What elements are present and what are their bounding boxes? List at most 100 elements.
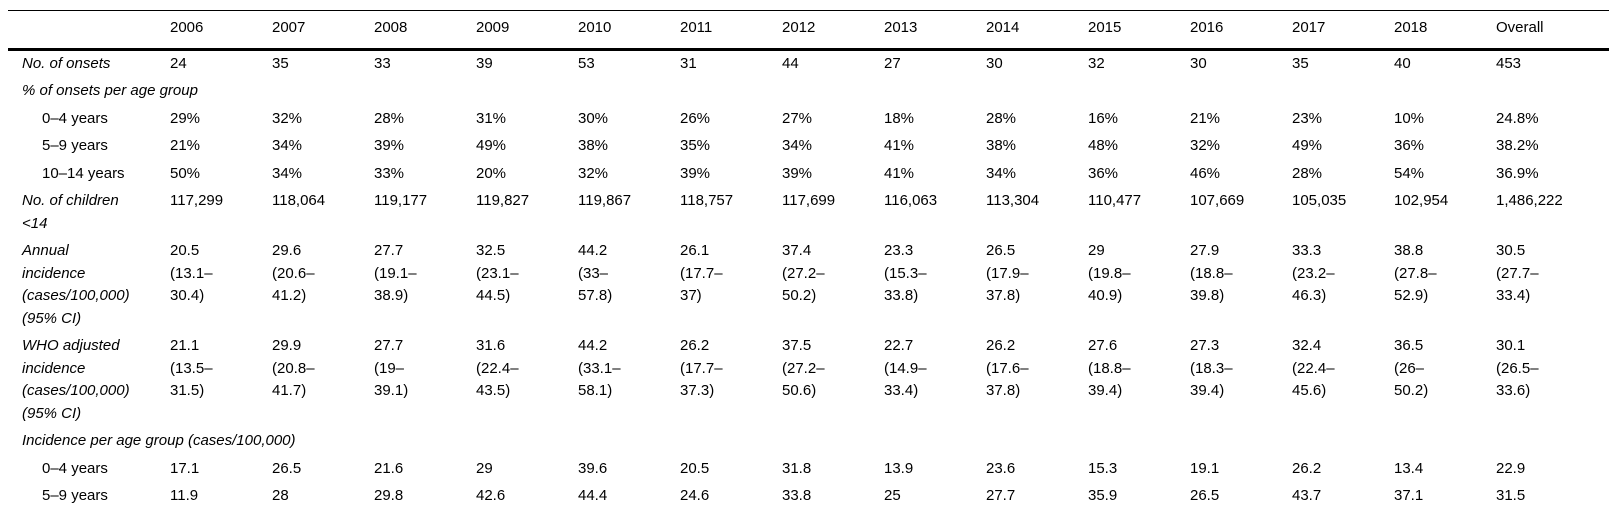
cell: 25	[884, 487, 901, 504]
cell: 27.7	[986, 487, 1016, 504]
cell: 119,177	[374, 192, 428, 209]
column-header: 2013	[884, 19, 918, 36]
table-row: Annual incidence (cases/100,000) (95% CI…	[8, 238, 1609, 333]
cell: 26.5	[1190, 487, 1220, 504]
incidence-table: 2006 2007 2008 2009 2010 2011 2012 2013 2014 2015…	[8, 10, 1609, 516]
cell: 10%	[1394, 109, 1425, 127]
cell: 38.8 (27.8– 52.9)	[1394, 242, 1437, 304]
incidence-table-wrap: 2006 2007 2008 2009 2010 2011 2012 2013 2014 2015…	[8, 10, 1609, 516]
cell: 36%	[1394, 137, 1425, 154]
cell: 29.9 (20.8– 41.7)	[272, 337, 315, 399]
cell: 38%	[986, 137, 1017, 154]
cell: 29 (19.8– 40.9)	[1088, 242, 1131, 304]
cell: 29.6 (20.6– 41.2)	[272, 242, 315, 304]
cell: 36.9%	[1496, 164, 1539, 182]
cell: 34%	[272, 137, 303, 154]
cell: 32%	[578, 164, 609, 182]
cell: 39%	[680, 164, 711, 182]
table-row: 5–9 years 21% 34% 39% 49% 38% 35% 34% 41% 38% 48% 3…	[8, 133, 1609, 161]
cell: 110,477	[1088, 192, 1142, 209]
cell: 27%	[782, 109, 813, 127]
cell: 44	[782, 54, 799, 72]
cell: 32.4 (22.4– 45.6)	[1292, 337, 1335, 399]
column-header: 2006	[170, 19, 204, 36]
cell: 49%	[476, 137, 507, 154]
cell: 21%	[170, 137, 201, 154]
column-header: 2014	[986, 19, 1020, 36]
row-label: 10–14 years	[42, 164, 125, 182]
cell: 50%	[170, 164, 201, 182]
cell: 46%	[1190, 164, 1221, 182]
cell: 26.2 (17.6– 37.8)	[986, 337, 1029, 399]
cell: 32.5 (23.1– 44.5)	[476, 242, 519, 304]
cell: 21.6	[374, 459, 404, 477]
cell: 117,299	[170, 192, 224, 209]
cell: 49%	[1292, 137, 1323, 154]
cell: 32%	[1190, 137, 1221, 154]
cell: 62.3	[1394, 511, 1496, 516]
column-header: 2011	[680, 19, 713, 36]
cell: 117,699	[782, 192, 836, 209]
cell: 44.2 (33– 57.8)	[578, 242, 613, 304]
column-header: 2009	[476, 19, 510, 36]
table-row: Incidence per age group (cases/100,000)	[8, 428, 1609, 456]
cell: 53	[578, 54, 595, 72]
cell: 33%	[374, 164, 405, 182]
cell: 39	[476, 54, 493, 72]
cell: 36.9	[1496, 511, 1609, 516]
cell: 28	[272, 487, 289, 504]
cell: 39.2	[1190, 511, 1292, 516]
cell: 29	[476, 459, 493, 477]
cell: 31%	[476, 109, 507, 127]
cell: 35%	[680, 137, 711, 154]
cell: 453	[1496, 54, 1522, 72]
cell: 20.5	[680, 459, 710, 477]
row-label: Annual incidence (cases/100,000) (95% CI…	[22, 242, 130, 327]
cell: 30.5	[884, 511, 986, 516]
column-header: 2007	[272, 19, 306, 36]
cell: 27.6 (18.8– 39.4)	[1088, 337, 1131, 399]
cell: 37.5 (27.2– 50.6)	[782, 337, 825, 399]
cell: 24	[170, 54, 187, 72]
cell: 23.6	[986, 459, 1016, 477]
cell: 30.5 (27.7– 33.4)	[1496, 242, 1539, 304]
cell: 35	[272, 54, 289, 72]
cell: 54%	[1394, 164, 1425, 182]
cell: 33	[374, 54, 391, 72]
cell: 23%	[1292, 109, 1323, 127]
cell: 32.5	[374, 511, 476, 516]
cell: 48%	[1088, 137, 1119, 154]
cell: 47.8	[782, 511, 884, 516]
cell: 43.7	[1292, 487, 1322, 504]
cell: 29%	[170, 109, 201, 127]
cell: 41%	[884, 137, 915, 154]
cell: 21%	[1190, 109, 1221, 127]
cell: 102,954	[1394, 192, 1449, 209]
cell: 34.9	[170, 511, 272, 516]
cell: 22.7 (14.9– 33.4)	[884, 337, 927, 399]
cell: 31.6 (22.4– 43.5)	[476, 337, 519, 399]
cell: 118,064	[272, 192, 326, 209]
column-header: Overall	[1496, 19, 1544, 36]
cell: 26%	[680, 109, 711, 127]
cell: 119,867	[578, 192, 632, 209]
cell: 26.5 (17.9– 37.8)	[986, 242, 1029, 304]
table-body: No. of onsets 24 35 33 39 53 31 44 27 30 32 30 35 40 4…	[8, 49, 1609, 516]
table-row: 0–4 years 29% 32% 28% 31% 30% 26% 27% 18% 28% 16% 2…	[8, 106, 1609, 134]
section-label: % of onsets per age group	[22, 82, 198, 99]
cell: 30	[1190, 54, 1207, 72]
cell: 33.3	[1088, 511, 1190, 516]
table-row: % of onsets per age group	[8, 78, 1609, 106]
table-row: No. of children <14 117,299 118,064 119,177…	[8, 188, 1609, 238]
cell: 20.5 (13.1– 30.4)	[170, 242, 213, 304]
cell: 28%	[986, 109, 1017, 127]
cell: 35.6	[272, 511, 374, 516]
cell: 32	[1088, 54, 1105, 72]
cell: 27	[884, 54, 901, 72]
cell: 27.7 (19.1– 38.9)	[374, 242, 417, 304]
cell: 39.6	[578, 459, 608, 477]
cell: 13.4	[1394, 459, 1424, 477]
cell: 113,304	[986, 192, 1040, 209]
cell: 11.9	[170, 487, 199, 504]
cell: 24.6	[680, 487, 710, 504]
